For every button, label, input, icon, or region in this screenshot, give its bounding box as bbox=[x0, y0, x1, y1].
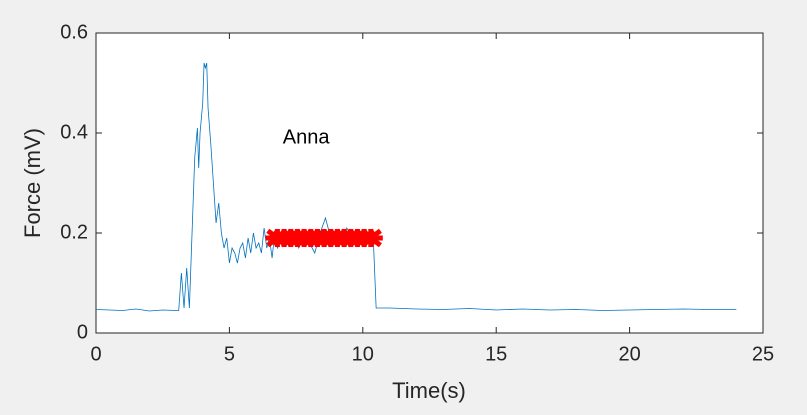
y-tick-label: 0.4 bbox=[60, 121, 88, 143]
x-tick-label: 25 bbox=[752, 343, 774, 365]
plot-area bbox=[95, 32, 764, 334]
annotation: Anna bbox=[283, 126, 331, 148]
x-tick-label: 5 bbox=[224, 343, 235, 365]
signal-line bbox=[95, 62, 737, 312]
x-tick-label: 20 bbox=[618, 343, 640, 365]
y-tick-label: 0.6 bbox=[60, 21, 88, 43]
x-tick-label: 0 bbox=[90, 343, 101, 365]
x-tick-label: 10 bbox=[352, 343, 374, 365]
y-axis-label: Force (mV) bbox=[20, 128, 45, 238]
x-tick-label: 15 bbox=[485, 343, 507, 365]
y-tick-label: 0 bbox=[77, 321, 88, 343]
marker bbox=[358, 228, 383, 248]
x-axis-label: Time(s) bbox=[392, 378, 466, 403]
y-tick-label: 0.2 bbox=[60, 221, 88, 243]
